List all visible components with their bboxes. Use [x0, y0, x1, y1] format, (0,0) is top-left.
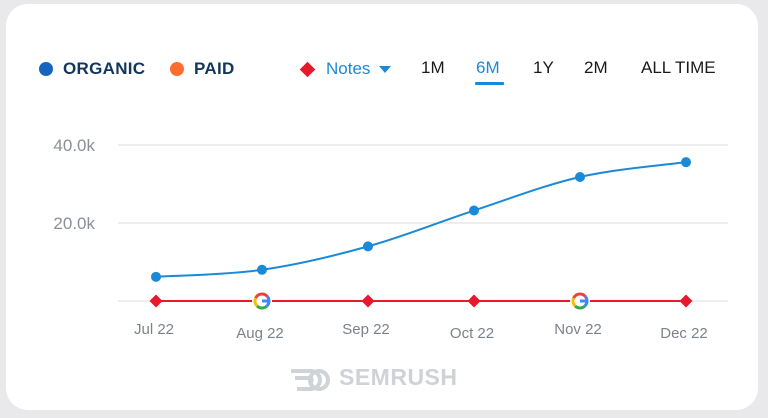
period-1m[interactable]: 1M: [421, 58, 445, 77]
x-tick-label: Sep 22: [342, 321, 390, 338]
google-update-icon[interactable]: [252, 291, 272, 311]
note-diamond-icon: [149, 294, 163, 308]
legend-paid[interactable]: PAID: [170, 58, 235, 80]
organic-data-point: [681, 157, 691, 168]
period-1y[interactable]: 1Y: [533, 58, 554, 77]
google-icon-arc: [572, 292, 587, 299]
period-6m[interactable]: 6M: [476, 58, 500, 77]
organic-dot-icon: [39, 62, 53, 76]
google-icon-arc: [573, 304, 587, 310]
google-icon-arc: [571, 297, 577, 308]
organic-data-point: [257, 264, 267, 275]
y-tick-label: 40.0k: [53, 136, 95, 155]
google-icon-arc: [254, 292, 269, 299]
legend-paid-label: PAID: [194, 59, 235, 78]
note-diamond-icon: [467, 294, 481, 308]
x-tick-label: Nov 22: [554, 321, 602, 338]
organic-data-point: [469, 205, 479, 216]
y-tick-label: 20.0k: [53, 214, 95, 233]
google-update-icon[interactable]: [570, 291, 590, 311]
semrush-logo-icon: [291, 368, 330, 391]
active-period-underline: [475, 82, 504, 85]
organic-data-point: [363, 241, 373, 252]
legend-organic-label: ORGANIC: [63, 59, 146, 78]
paid-dot-icon: [170, 62, 184, 76]
notes-label: Notes: [326, 59, 371, 78]
x-tick-label: Jul 22: [134, 321, 174, 338]
organic-data-point: [575, 171, 585, 182]
x-tick-label: Dec 22: [660, 325, 708, 342]
organic-series-line: [155, 161, 687, 278]
semrush-watermark: SEMRUSH: [289, 364, 458, 391]
period-all-time[interactable]: ALL TIME: [641, 58, 716, 77]
period-2m[interactable]: 2M: [584, 58, 608, 77]
notes-dropdown[interactable]: Notes: [299, 58, 392, 80]
x-tick-label: Oct 22: [450, 325, 494, 342]
organic-data-point: [151, 271, 161, 282]
x-tick-label: Aug 22: [236, 325, 284, 342]
note-diamond-icon: [679, 294, 693, 308]
google-icon-arc: [255, 304, 269, 310]
chevron-down-icon: [379, 65, 392, 73]
watermark-text: SEMRUSH: [339, 364, 458, 390]
google-icon-arc: [253, 297, 259, 308]
legend-organic[interactable]: ORGANIC: [39, 58, 145, 80]
note-diamond-icon: [361, 294, 375, 308]
